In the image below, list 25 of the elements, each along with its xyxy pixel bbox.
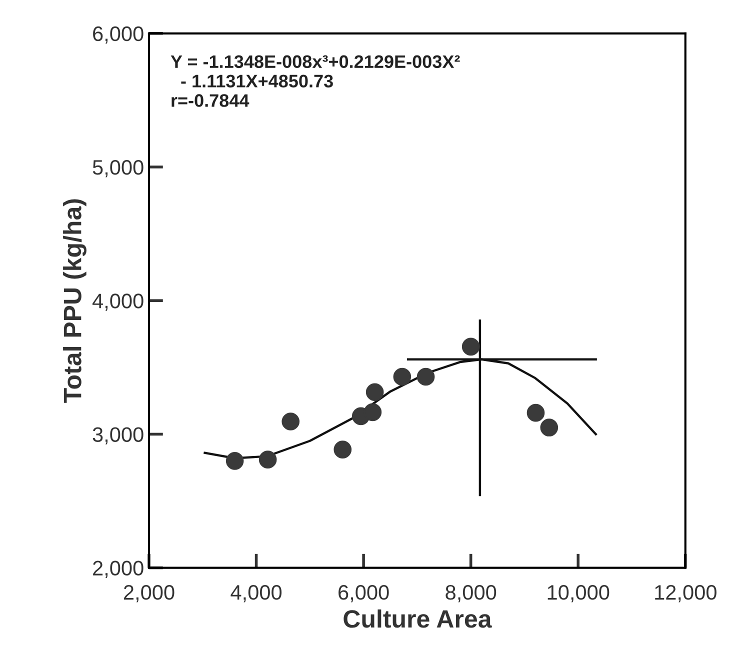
x-tick-label: 12,000 bbox=[655, 585, 716, 602]
point bbox=[334, 440, 352, 458]
point bbox=[258, 450, 277, 468]
y-tick-label: 5,000 bbox=[92, 160, 144, 178]
point bbox=[462, 338, 480, 356]
point bbox=[526, 404, 545, 422]
x-tick-label: 10,000 bbox=[548, 585, 610, 602]
point bbox=[364, 403, 382, 422]
x-axis-title: Culture Area bbox=[344, 609, 492, 628]
point bbox=[393, 368, 412, 386]
x-tick-label: 8,000 bbox=[446, 585, 496, 602]
x-tick-label: 4,000 bbox=[230, 585, 282, 602]
point bbox=[282, 412, 300, 430]
y-axis-title: Total PPU (kg/ha) bbox=[63, 199, 86, 403]
y-tick-label: 6,000 bbox=[93, 26, 144, 44]
point bbox=[226, 452, 244, 470]
annotation: Y = -1.1348E-008x³+0.2129E-003X² - 1.1131X+4850.73 r=-0.7844 bbox=[170, 55, 460, 107]
y-tick-label: 3,000 bbox=[92, 427, 144, 444]
x-tick-label: 6,000 bbox=[338, 585, 389, 602]
y-tick-label: 2,000 bbox=[93, 560, 144, 578]
point bbox=[540, 418, 558, 436]
x-tick-label: 2,000 bbox=[124, 585, 174, 602]
y-tick-label: 4,000 bbox=[92, 294, 144, 311]
point bbox=[366, 383, 384, 402]
point bbox=[416, 368, 435, 386]
